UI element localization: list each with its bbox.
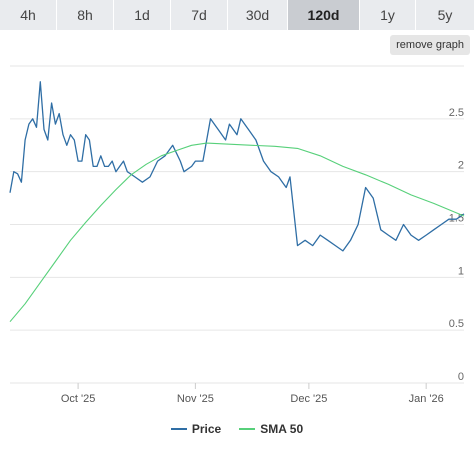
tab-8h[interactable]: 8h [57, 0, 114, 30]
legend-item-price[interactable]: Price [170, 422, 222, 436]
tab-120d[interactable]: 120d [288, 0, 360, 30]
chart-legend: Price SMA 50 [0, 420, 474, 438]
tab-4h[interactable]: 4h [0, 0, 57, 30]
x-tick-label: Dec '25 [290, 393, 327, 405]
legend-swatch-price [170, 428, 187, 430]
legend-label-price: Price [191, 422, 222, 436]
tab-5y[interactable]: 5y [416, 0, 474, 30]
y-tick-label: 2.5 [449, 107, 464, 119]
y-tick-label: 2 [458, 160, 464, 172]
y-tick-label: 0.5 [449, 318, 464, 330]
y-tick-label: 1 [458, 265, 464, 277]
tab-1d[interactable]: 1d [114, 0, 171, 30]
legend-label-sma: SMA 50 [260, 422, 304, 436]
remove-graph-button[interactable]: remove graph [390, 35, 470, 55]
x-tick-label: Jan '26 [409, 393, 444, 405]
x-tick-label: Nov '25 [177, 393, 214, 405]
timeframe-tabs: 4h 8h 1d 7d 30d 120d 1y 5y [0, 0, 474, 30]
price-line [9, 81, 465, 252]
tab-30d[interactable]: 30d [228, 0, 288, 30]
legend-item-sma[interactable]: SMA 50 [239, 422, 303, 436]
legend-swatch-sma [239, 428, 256, 430]
y-tick-label: 0 [458, 371, 464, 383]
x-tick-label: Oct '25 [61, 393, 96, 405]
sma-50-line [9, 142, 465, 323]
tab-7d[interactable]: 7d [171, 0, 228, 30]
tab-1y[interactable]: 1y [360, 0, 416, 30]
